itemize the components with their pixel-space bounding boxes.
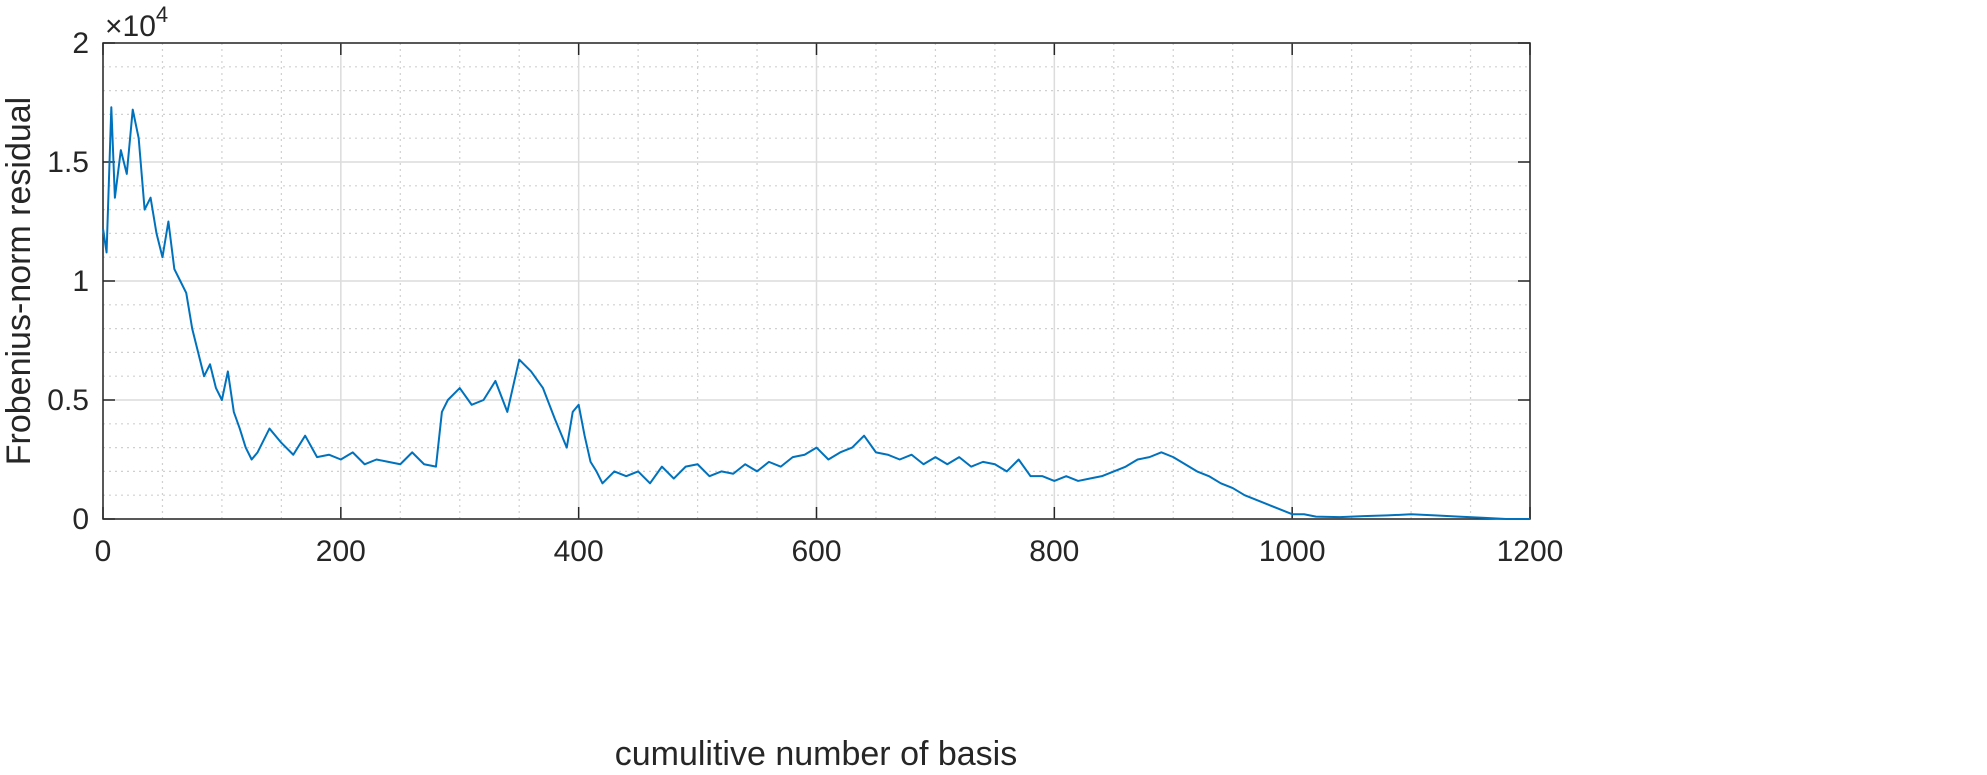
y-scale-base: ×10 — [105, 10, 156, 43]
x-tick-label: 400 — [554, 535, 604, 568]
y-tick-label: 1 — [72, 265, 89, 298]
y-tick-label: 0 — [72, 503, 89, 536]
y-tick-label: 0.5 — [47, 384, 89, 417]
x-axis-label: cumulitive number of basis — [615, 735, 1018, 773]
x-tick-label: 800 — [1029, 535, 1079, 568]
x-tick-label: 1200 — [1497, 535, 1564, 568]
x-tick-label: 600 — [791, 535, 841, 568]
y-scale-label: ×104 — [105, 2, 168, 43]
y-tick-label: 1.5 — [47, 146, 89, 179]
x-tick-label: 1000 — [1259, 535, 1326, 568]
x-tick-label: 0 — [95, 535, 112, 568]
data-line — [102, 106, 1530, 520]
y-tick-label: 2 — [72, 27, 89, 60]
y-axis-label: Frobenius-norm residual — [0, 97, 38, 466]
plot-frame — [102, 42, 1531, 520]
y-scale-power: 4 — [156, 2, 168, 27]
x-tick-label: 200 — [316, 535, 366, 568]
